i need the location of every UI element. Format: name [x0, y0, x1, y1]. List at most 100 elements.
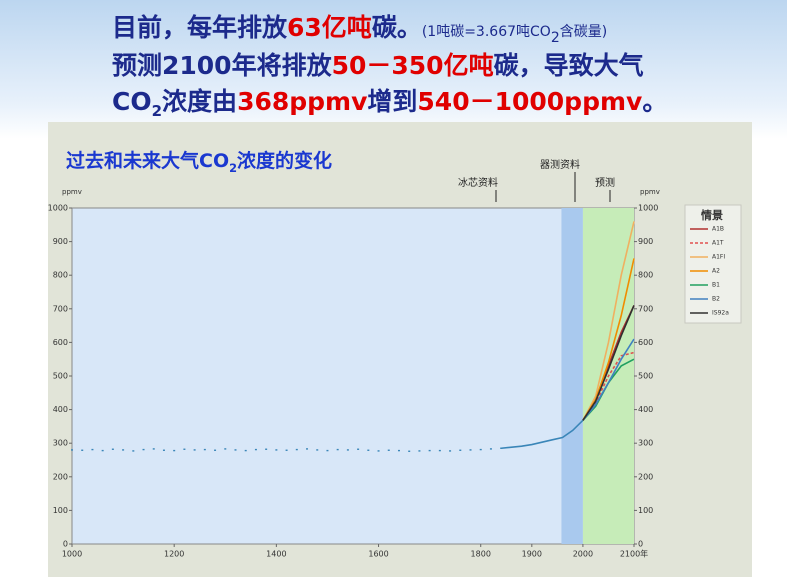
text-segment: 2 [151, 102, 163, 120]
data-point [101, 449, 104, 452]
data-point [285, 449, 288, 451]
data-point [122, 449, 125, 451]
data-point [489, 448, 492, 450]
data-point [326, 449, 329, 452]
y-axis-label: ppmv [62, 188, 82, 196]
text-segment: 增到 [367, 87, 418, 116]
data-point [111, 448, 114, 450]
text-segment: 540－1000ppmv [417, 87, 643, 116]
y2-tick-label: 900 [638, 237, 653, 246]
x-tick-label: 2000 [573, 550, 593, 559]
y-tick-label: 0 [63, 540, 68, 549]
data-point [357, 448, 360, 450]
headline: 目前，每年排放63亿吨碳。(1吨碳=3.667吨CO2含碳量) [112, 8, 607, 46]
series-line [582, 351, 635, 421]
y2-tick-label: 700 [638, 304, 653, 313]
data-point [234, 449, 237, 451]
data-point [408, 450, 411, 452]
data-point [71, 449, 73, 451]
data-point [295, 448, 298, 451]
data-point [377, 450, 380, 452]
data-point [203, 448, 206, 451]
x-tick-label: 1000 [62, 550, 82, 559]
series-line [582, 305, 635, 421]
y2-tick-label: 600 [638, 338, 653, 347]
text-segment: 。 [642, 87, 668, 116]
text-segment: 50－350亿吨 [331, 51, 494, 80]
y2-tick-label: 0 [638, 540, 643, 549]
text-segment: 碳。 [371, 13, 422, 42]
data-point [193, 449, 196, 451]
annotation: 预测 [595, 176, 615, 189]
data-point [397, 449, 400, 452]
y2-tick-label: 500 [638, 372, 653, 381]
text-segment: 目前，每年排放 [112, 13, 288, 42]
text-segment: 过去和未来大气CO [66, 150, 230, 172]
y-tick-label: 800 [53, 271, 68, 280]
data-point [418, 450, 421, 452]
data-point [438, 449, 441, 452]
x-tick-label: 1800 [471, 550, 491, 559]
data-point [306, 448, 309, 450]
data-point [173, 449, 176, 452]
text-segment: (1吨碳=3.667吨CO [421, 24, 551, 40]
x-tick-label: 1900 [522, 550, 542, 559]
annotation: 冰芯资料 [458, 176, 498, 189]
data-point [214, 449, 217, 451]
data-point [183, 448, 186, 450]
text-segment: 浓度的变化 [237, 150, 333, 172]
y2-tick-label: 200 [638, 472, 653, 481]
data-point [469, 449, 472, 451]
series-line [582, 338, 635, 421]
legend-label: A1T [712, 240, 724, 247]
y2-tick-label: 300 [638, 439, 653, 448]
text-segment: 2 [229, 160, 238, 175]
y-tick-label: 500 [53, 372, 68, 381]
x-tick-label: 2100年 [620, 549, 648, 559]
data-point [91, 448, 94, 451]
annotation: 器测资料 [540, 158, 580, 171]
data-point [224, 448, 227, 450]
legend-label: A1FI [712, 254, 725, 261]
legend-label: B1 [712, 282, 720, 289]
data-point [479, 448, 482, 451]
x-tick-label: 1600 [368, 550, 388, 559]
data-point [162, 449, 165, 451]
chart-title: 过去和未来大气CO2浓度的变化 [66, 146, 332, 175]
text-segment: CO [112, 87, 152, 116]
y2-tick-label: 100 [638, 506, 653, 515]
data-point [142, 448, 145, 451]
y-tick-label: 900 [53, 237, 68, 246]
y-tick-label: 600 [53, 338, 68, 347]
y2-tick-label: 800 [638, 271, 653, 280]
data-point [152, 448, 155, 450]
text-segment: 2 [550, 30, 560, 46]
x-tick-label: 1400 [266, 550, 286, 559]
text-segment: 63亿吨 [287, 13, 372, 42]
data-point [316, 449, 319, 451]
y-tick-label: 700 [53, 304, 68, 313]
text-segment: 碳，导致大气 [493, 51, 644, 80]
text-segment: 含碳量) [559, 24, 608, 40]
data-point [244, 449, 247, 452]
legend-label: A2 [712, 268, 720, 275]
legend-title: 情景 [701, 208, 723, 222]
data-point [387, 449, 390, 451]
legend-label: B2 [712, 296, 720, 303]
headline: 预测2100年将排放50－350亿吨碳，导致大气 [112, 46, 644, 82]
region [561, 208, 583, 544]
headline: CO2浓度由368ppmv增到540－1000ppmv。 [112, 82, 667, 120]
y2-tick-label: 1000 [638, 204, 658, 213]
y-tick-label: 100 [53, 506, 68, 515]
legend-label: IS92a [712, 310, 729, 317]
y-tick-label: 1000 [48, 204, 68, 213]
legend-label: A1B [712, 226, 724, 233]
y-tick-label: 300 [53, 439, 68, 448]
data-point [81, 449, 84, 451]
series-line [582, 221, 635, 421]
data-point [346, 449, 349, 451]
data-point [254, 448, 257, 451]
text-segment: 368ppmv [237, 87, 368, 116]
